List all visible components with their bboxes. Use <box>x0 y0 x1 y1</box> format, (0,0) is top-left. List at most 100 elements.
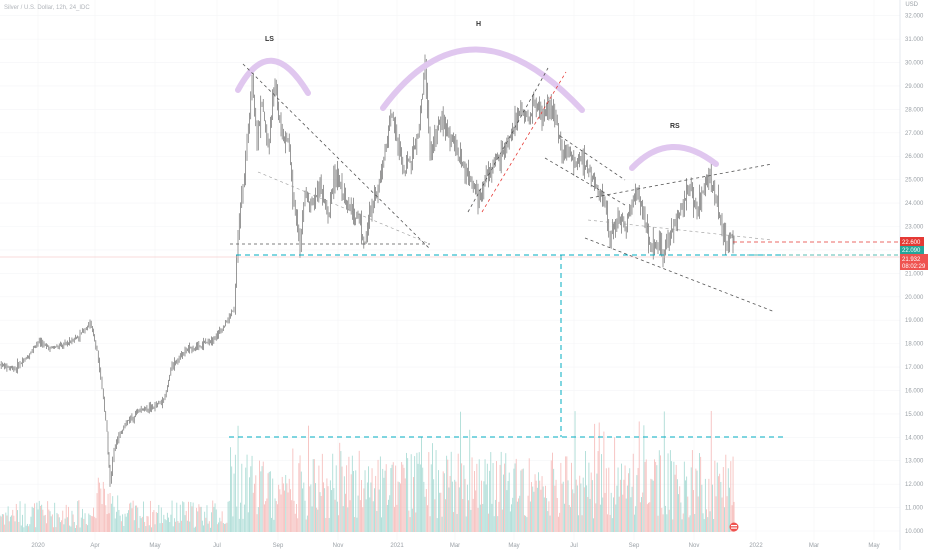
volume-bar <box>272 478 274 532</box>
volume-bar <box>725 454 727 532</box>
time-axis[interactable]: 2020 Apr May Jul Sep Nov 2021 Mar May Jul Sep Nov 20… <box>31 543 879 549</box>
y-tick-label: 19.000 <box>905 318 924 324</box>
x-tick-label: Mar <box>809 543 819 549</box>
volume-bar <box>528 458 530 532</box>
volume-bar <box>663 411 665 532</box>
volume-bar <box>616 485 618 532</box>
volume-bar <box>632 453 634 532</box>
volume-bar <box>710 410 712 532</box>
volume-bar <box>671 461 672 532</box>
rs-channel-upper <box>559 135 626 181</box>
price-axis[interactable]: 10.000 11.000 12.000 13.000 14.000 15.000 16.0… <box>899 0 924 550</box>
volume-bar <box>162 523 163 532</box>
volume-bar <box>403 467 405 532</box>
volume-bar <box>658 450 660 532</box>
volume-bar <box>408 510 410 532</box>
volume-bar <box>594 423 596 532</box>
volume-bar <box>122 514 124 532</box>
volume-bar <box>315 483 316 532</box>
volume-bar <box>200 506 202 532</box>
volume-bar <box>108 513 110 532</box>
annotation-ls: LS <box>265 36 274 43</box>
volume-bar <box>70 526 72 532</box>
volume-bar <box>453 512 454 532</box>
event-flag-icon[interactable] <box>729 522 739 532</box>
annotation-rs: RS <box>670 123 680 130</box>
volume-bar <box>727 468 729 532</box>
volume-bar <box>484 459 486 532</box>
volume-bar <box>709 511 711 532</box>
volume-bar <box>597 451 599 532</box>
price-tag-last: 21.932 08:02:29 <box>900 254 928 270</box>
volume-bar <box>178 522 180 532</box>
volume-bar <box>82 508 83 532</box>
volume-bar <box>643 425 645 532</box>
volume-bar <box>0 516 2 532</box>
volume-bar <box>96 493 98 532</box>
volume-bar <box>485 484 487 532</box>
volume-bar <box>138 527 140 532</box>
volume-bar <box>603 431 605 532</box>
volume-bar <box>299 455 301 532</box>
volume-bar <box>619 479 621 532</box>
volume-bar <box>234 454 236 532</box>
volume-bar <box>51 514 53 532</box>
volume-bar <box>548 501 550 532</box>
volume-bar <box>197 511 199 532</box>
volume-bar <box>428 452 430 532</box>
volume-bar <box>562 481 564 532</box>
volume-bar <box>593 518 594 532</box>
volume-bar <box>131 508 133 532</box>
volume-bar <box>456 513 458 532</box>
volume-bar <box>193 527 195 532</box>
volume-bar <box>615 504 617 532</box>
volume-bar <box>602 497 604 532</box>
volume-bar <box>251 455 253 532</box>
volume-bar <box>238 518 240 532</box>
volume-bar <box>479 504 481 532</box>
volume-bar <box>395 465 397 532</box>
volume-bar <box>296 504 297 532</box>
volume-bar <box>641 497 642 532</box>
volume-bars <box>0 410 735 532</box>
volume-bar <box>614 437 616 532</box>
volume-bar <box>243 504 245 532</box>
volume-bar <box>465 516 467 532</box>
volume-bar <box>525 515 527 532</box>
volume-bar <box>406 452 407 532</box>
volume-bar <box>220 521 222 532</box>
volume-bar <box>521 469 523 532</box>
volume-bar <box>451 481 453 532</box>
volume-bar <box>300 471 302 532</box>
volume-bar <box>309 486 311 532</box>
volume-bar <box>225 523 227 532</box>
volume-bar <box>363 488 365 532</box>
volume-bar <box>176 502 178 532</box>
volume-bar <box>179 504 181 532</box>
volume-bar <box>411 508 413 532</box>
volume-bar <box>11 515 13 532</box>
volume-bar <box>488 513 489 532</box>
volume-bar <box>308 425 309 532</box>
volume-bar <box>203 525 204 532</box>
volume-bar <box>400 483 401 532</box>
volume-bar <box>555 479 557 532</box>
volume-bar <box>72 514 74 532</box>
volume-bar <box>78 500 80 532</box>
volume-bar <box>112 496 114 532</box>
volume-bar <box>413 477 414 532</box>
volume-bar <box>724 507 725 532</box>
volume-bar <box>90 515 92 532</box>
volume-bar <box>260 471 262 532</box>
volume-bar <box>331 490 332 532</box>
volume-bar <box>568 504 570 532</box>
volume-bar <box>667 453 669 532</box>
volume-bar <box>501 509 503 532</box>
volume-bar <box>89 514 91 532</box>
volume-bar <box>284 490 285 532</box>
volume-bar <box>354 517 356 532</box>
y-tick-label: 27.000 <box>905 131 924 137</box>
volume-bar <box>120 521 122 532</box>
volume-bar <box>604 492 606 532</box>
